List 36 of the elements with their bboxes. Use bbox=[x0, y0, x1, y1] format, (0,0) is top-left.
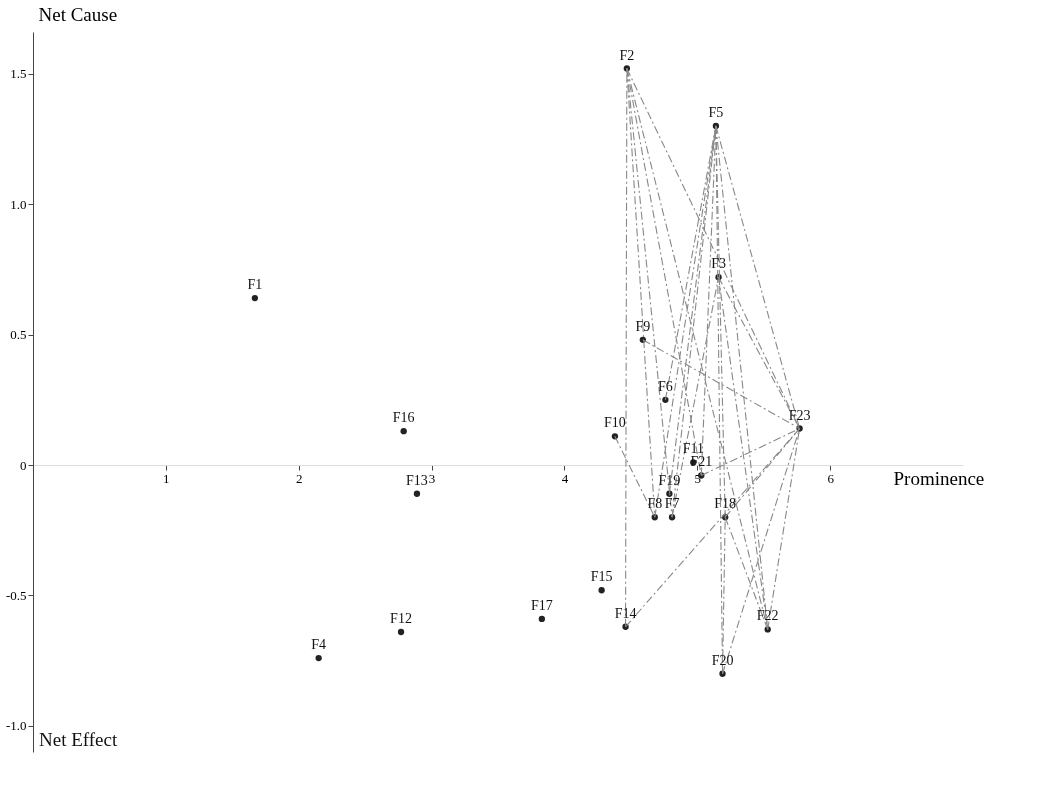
y-tick-label: -0.5 bbox=[5, 587, 27, 603]
data-label: F11 bbox=[682, 441, 704, 457]
data-label: F3 bbox=[711, 256, 726, 272]
x-tick-label: 1 bbox=[163, 470, 170, 486]
y-tick-label: 1.0 bbox=[10, 196, 27, 212]
data-label: F2 bbox=[619, 47, 635, 63]
x-tick-label: 4 bbox=[561, 470, 569, 486]
y-tick-label: 1.5 bbox=[10, 66, 27, 82]
data-label: F5 bbox=[708, 104, 724, 120]
annotation: Net Effect bbox=[39, 729, 118, 750]
data-label: F10 bbox=[604, 415, 626, 431]
data-label: F6 bbox=[658, 378, 673, 394]
y-tick-label: -1.0 bbox=[5, 718, 27, 734]
data-label: F19 bbox=[658, 472, 681, 488]
data-label: F22 bbox=[756, 608, 779, 624]
x-axis-title: Prominence bbox=[893, 467, 985, 489]
data-label: F17 bbox=[530, 597, 553, 613]
data-label: F18 bbox=[714, 496, 737, 512]
data-label: F13 bbox=[406, 472, 428, 488]
data-label: F9 bbox=[635, 318, 651, 334]
y-tick-label: 0.5 bbox=[10, 327, 27, 343]
data-label: F7 bbox=[664, 496, 680, 512]
data-label: F8 bbox=[647, 496, 663, 512]
data-label: F14 bbox=[614, 605, 637, 621]
data-label: F23 bbox=[788, 407, 811, 423]
data-label: F16 bbox=[392, 410, 415, 426]
y-axis-title: Net Cause bbox=[38, 3, 118, 25]
y-tick-label: 0 bbox=[20, 457, 27, 473]
data-label: F4 bbox=[311, 637, 327, 653]
data-label: F15 bbox=[590, 569, 613, 585]
x-tick-label: 6 bbox=[827, 470, 835, 486]
data-label: F20 bbox=[711, 652, 734, 668]
x-tick-label: 2 bbox=[295, 470, 303, 486]
x-tick-label: 3 bbox=[428, 470, 436, 486]
data-label: F12 bbox=[390, 611, 412, 626]
data-label: F1 bbox=[247, 277, 263, 293]
